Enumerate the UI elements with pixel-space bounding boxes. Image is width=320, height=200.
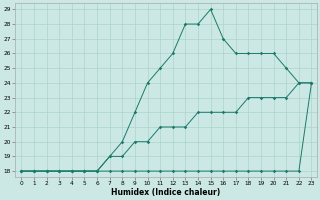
X-axis label: Humidex (Indice chaleur): Humidex (Indice chaleur) (111, 188, 220, 197)
